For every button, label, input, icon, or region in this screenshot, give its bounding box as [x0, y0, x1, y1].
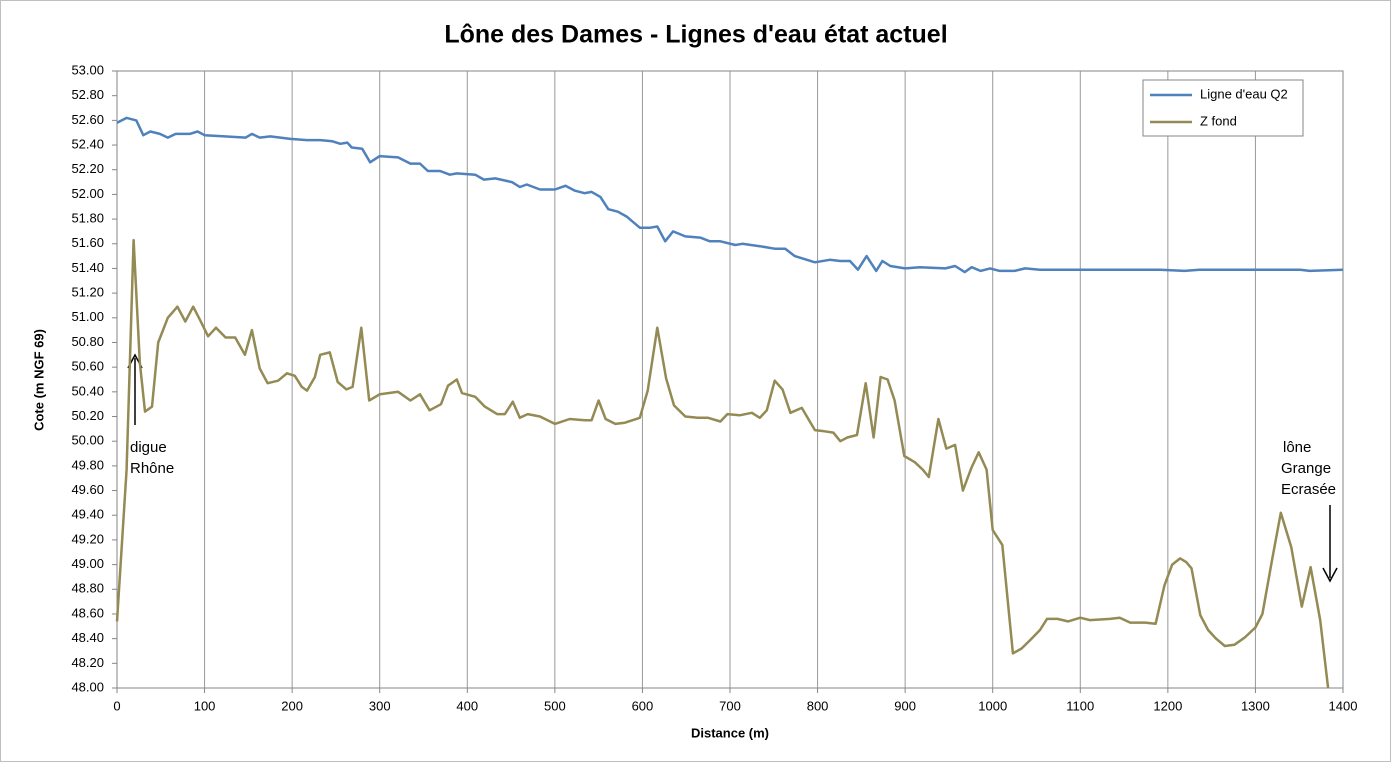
annotation: Ecrasée — [1281, 481, 1336, 498]
y-tick-label: 48.60 — [71, 605, 104, 620]
y-tick-label: 48.20 — [71, 655, 104, 670]
chart-title: Lône des Dames - Lignes d'eau état actue… — [444, 21, 947, 49]
y-tick-label: 52.60 — [71, 112, 104, 127]
x-tick-label: 300 — [369, 698, 391, 713]
y-tick-label: 51.20 — [71, 285, 104, 300]
x-tick-label: 1200 — [1153, 698, 1182, 713]
annotation: digue — [130, 439, 167, 456]
y-tick-label: 50.60 — [71, 359, 104, 374]
series-line — [116, 116, 1344, 274]
y-tick-label: 48.00 — [71, 679, 104, 694]
y-tick-label: 51.40 — [71, 260, 104, 275]
x-tick-label: 1100 — [1066, 698, 1094, 713]
y-tick-label: 51.60 — [71, 235, 104, 250]
x-tick-label: 1000 — [978, 698, 1007, 713]
legend-label: Z fond — [1200, 113, 1237, 128]
annotation: Grange — [1281, 460, 1331, 477]
y-tick-label: 53.00 — [71, 62, 104, 77]
series-line — [115, 238, 1330, 689]
x-tick-label: 700 — [719, 698, 741, 713]
annotation-arrow-head — [1322, 567, 1338, 583]
x-tick-label: 1300 — [1241, 698, 1270, 713]
y-tick-label: 51.00 — [71, 309, 104, 324]
x-tick-label: 500 — [544, 698, 566, 713]
y-tick-label: 52.20 — [71, 161, 104, 176]
y-tick-label: 50.00 — [71, 433, 104, 448]
annotation: Rhône — [130, 460, 174, 477]
y-tick-label: 49.40 — [71, 507, 104, 522]
y-axis-title: Cote (m NGF 69) — [31, 329, 46, 431]
x-tick-label: 900 — [894, 698, 916, 713]
x-axis-title: Distance (m) — [691, 725, 769, 740]
y-tick-label: 52.80 — [71, 87, 104, 102]
y-tick-label: 49.00 — [71, 556, 104, 571]
annotation: lône — [1283, 439, 1311, 456]
x-tick-label: 800 — [807, 698, 829, 713]
x-tick-label: 1400 — [1329, 698, 1358, 713]
y-tick-label: 51.80 — [71, 211, 104, 226]
y-tick-label: 48.40 — [71, 630, 104, 645]
y-tick-label: 52.40 — [71, 136, 104, 151]
x-tick-label: 100 — [194, 698, 216, 713]
y-tick-label: 49.80 — [71, 457, 104, 472]
x-tick-label: 400 — [456, 698, 478, 713]
x-tick-label: 600 — [632, 698, 654, 713]
x-tick-label: 200 — [281, 698, 303, 713]
y-tick-label: 49.60 — [71, 482, 104, 497]
legend-label: Ligne d'eau Q2 — [1200, 86, 1288, 101]
y-tick-label: 50.20 — [71, 408, 104, 423]
legend — [1142, 79, 1304, 137]
y-tick-label: 49.20 — [71, 531, 104, 546]
y-tick-label: 52.00 — [71, 186, 104, 201]
y-tick-label: 50.40 — [71, 383, 104, 398]
y-tick-label: 48.80 — [71, 581, 104, 596]
x-tick-label: 0 — [113, 698, 120, 713]
y-tick-label: 50.80 — [71, 334, 104, 349]
